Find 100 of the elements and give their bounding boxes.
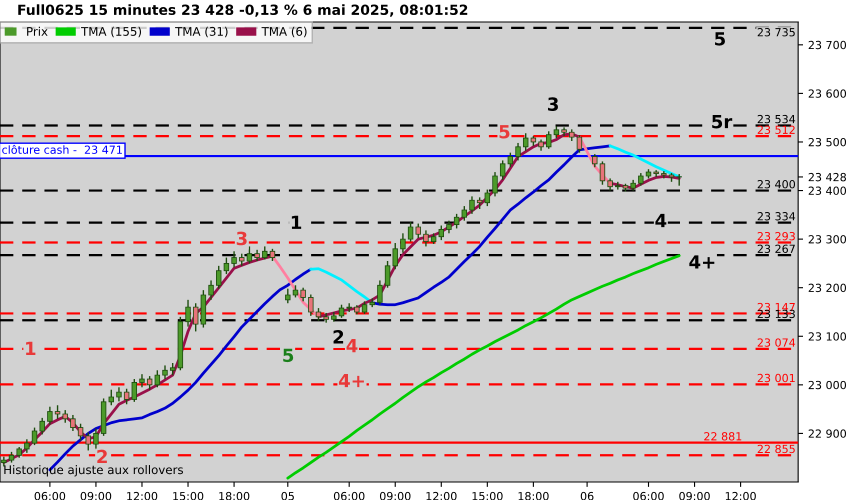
candlestick xyxy=(24,438,30,454)
candlestick xyxy=(192,302,198,332)
candlestick xyxy=(384,260,390,288)
ref-line-label: 23 293 xyxy=(758,232,795,240)
candlestick xyxy=(262,246,268,260)
candlestick xyxy=(462,205,468,222)
candlestick xyxy=(185,299,191,328)
ref-line-label: 23 334 xyxy=(758,212,796,220)
x-tick-label: 18:00 xyxy=(219,492,250,500)
candlestick xyxy=(676,173,682,186)
candlestick xyxy=(239,253,244,267)
candlestick xyxy=(500,160,506,181)
annotation: 4+ xyxy=(338,374,364,388)
candlestick xyxy=(54,404,60,420)
candlestick xyxy=(93,428,99,451)
legend-label: TMA (155) xyxy=(81,26,142,38)
candlestick xyxy=(86,432,91,452)
candlestick xyxy=(108,389,114,406)
candlestick xyxy=(246,246,252,264)
ref-line-label: 23 534 xyxy=(758,114,796,124)
candlestick xyxy=(231,250,237,268)
annotation: 4 xyxy=(655,214,666,228)
x-tick-label: 06:00 xyxy=(633,492,664,500)
candlestick xyxy=(646,168,652,180)
annotation: 4+ xyxy=(689,255,714,268)
candlestick xyxy=(78,423,84,442)
y-tick-label: 23 600 xyxy=(808,89,846,98)
candlestick xyxy=(446,220,452,234)
y-tick-label: 23 300 xyxy=(808,235,846,244)
ref-line-label: 23 074 xyxy=(758,338,796,347)
candlestick xyxy=(162,364,168,380)
candlestick xyxy=(216,265,222,290)
candlestick xyxy=(530,135,536,147)
candlestick xyxy=(292,284,298,298)
x-tick-label: 18:00 xyxy=(518,492,549,500)
x-tick-label: 06:00 xyxy=(334,492,364,500)
candlestick xyxy=(492,171,498,198)
candlestick xyxy=(592,153,598,168)
x-tick-label: 09:00 xyxy=(80,492,112,500)
candlestick xyxy=(116,386,122,402)
x-tick-label: 06:00 xyxy=(34,492,66,500)
candlestick xyxy=(154,370,160,388)
annotation: 5r xyxy=(712,115,732,128)
y-tick-label: 23 500 xyxy=(808,138,846,146)
candlestick xyxy=(392,242,398,270)
candlestick xyxy=(546,130,552,150)
candlestick xyxy=(454,213,460,230)
candlestick xyxy=(538,138,544,152)
candlestick xyxy=(469,196,475,215)
y-tick-label: 23 428 xyxy=(808,172,846,182)
y-tick-label: 22 900 xyxy=(808,429,846,438)
candlestick xyxy=(62,409,68,424)
ref-line-label: clôture cash - 23 471 xyxy=(2,144,122,154)
ref-line-label: 23 735 xyxy=(758,28,795,36)
candlestick xyxy=(132,378,138,403)
candlestick xyxy=(224,256,230,275)
candlestick xyxy=(323,312,329,324)
candlestick xyxy=(254,249,260,262)
candlestick xyxy=(331,311,337,322)
x-tick-label: 09:00 xyxy=(380,492,411,500)
candlestick xyxy=(377,280,383,306)
annotation: 1 xyxy=(292,216,302,229)
annotation: 5 xyxy=(500,125,510,139)
candlestick xyxy=(400,232,406,254)
ref-line-label: 23 001 xyxy=(758,374,795,382)
annotation: 4 xyxy=(346,339,358,352)
x-tick-label: 09:00 xyxy=(679,492,710,500)
y-tick-label: 23 700 xyxy=(808,40,846,50)
candlestick xyxy=(32,426,38,446)
candlestick xyxy=(270,248,276,262)
annotation: 3 xyxy=(548,97,558,111)
candlestick xyxy=(438,224,444,241)
candlestick xyxy=(416,222,421,239)
candlestick xyxy=(300,287,306,302)
candlestick xyxy=(515,142,521,162)
legend-label: TMA (31) xyxy=(175,26,228,38)
candlestick xyxy=(285,288,291,304)
candlestick xyxy=(47,406,53,426)
candlestick xyxy=(554,126,560,139)
x-tick-label: 06 xyxy=(580,492,594,500)
x-tick-label: 12:00 xyxy=(426,492,457,500)
x-tick-label: 12:00 xyxy=(726,492,756,500)
candlestick xyxy=(39,417,45,436)
x-tick-label: 15:00 xyxy=(472,492,503,500)
ref-line-label: 22 855 xyxy=(758,444,795,454)
candlestick xyxy=(638,172,644,186)
candlestick xyxy=(476,196,482,210)
candlestick xyxy=(576,134,582,154)
candlestick xyxy=(522,132,528,152)
y-tick-label: 23 000 xyxy=(808,380,846,390)
candlestick xyxy=(208,280,214,301)
ref-line-label: 23 400 xyxy=(758,180,796,188)
candlestick xyxy=(124,388,130,405)
annotation: 5 xyxy=(715,32,725,46)
candlestick xyxy=(484,188,490,207)
candlestick xyxy=(607,178,613,192)
candlestick xyxy=(8,451,14,464)
x-tick-label: 12:00 xyxy=(127,492,158,500)
annotation: 1 xyxy=(26,342,36,355)
candlestick xyxy=(362,300,368,315)
